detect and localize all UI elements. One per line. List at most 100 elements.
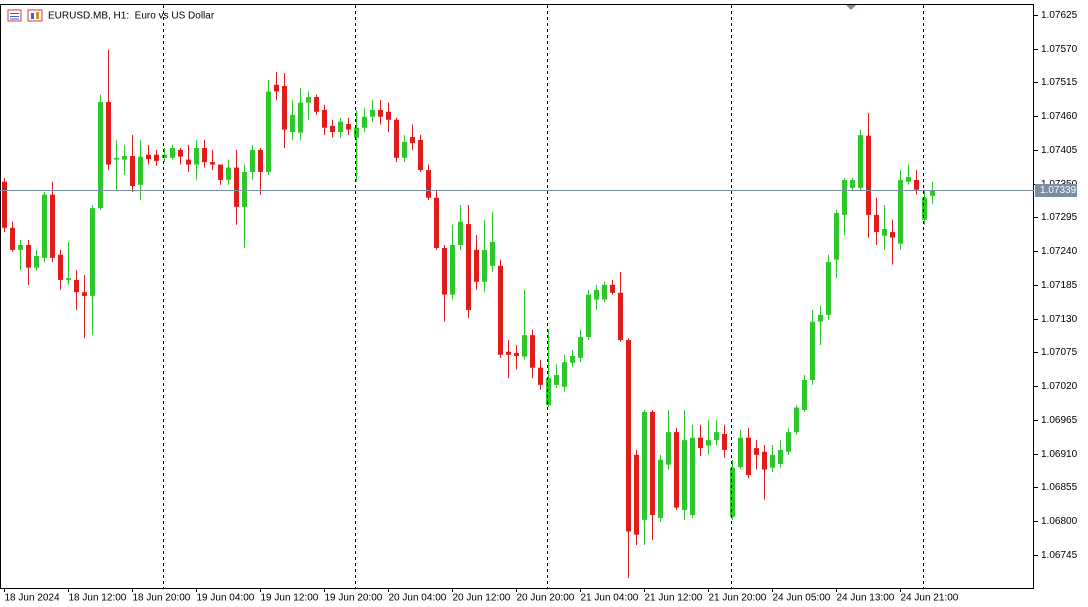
candle-body xyxy=(634,454,639,535)
candle-body xyxy=(34,255,39,268)
candle-body xyxy=(618,292,623,341)
candle-body xyxy=(594,289,599,300)
candle-body xyxy=(234,167,239,207)
candle-body xyxy=(706,440,711,446)
candle-body xyxy=(26,244,31,268)
title-icons xyxy=(7,9,43,22)
x-tick-label: 21 Jun 12:00 xyxy=(645,593,703,604)
candle-body xyxy=(914,179,919,190)
candle-body xyxy=(890,232,895,238)
candle-body xyxy=(794,407,799,433)
x-tick-label: 19 Jun 12:00 xyxy=(261,593,319,604)
candle-body xyxy=(658,459,663,519)
candle-body xyxy=(466,224,471,311)
y-tick-label: 1.06910 xyxy=(1041,449,1078,460)
candle-body xyxy=(410,136,415,144)
candle-body xyxy=(874,214,879,233)
candle-body xyxy=(530,335,535,368)
candle-body xyxy=(746,437,751,476)
x-tick-label: 19 Jun 04:00 xyxy=(197,593,255,604)
candle-body xyxy=(538,367,543,385)
candle-body xyxy=(642,411,647,520)
icon-bar xyxy=(36,12,39,19)
icon-chart xyxy=(27,9,43,22)
candle-body xyxy=(154,154,159,161)
candles-layer xyxy=(2,49,935,579)
candle-body xyxy=(418,140,423,171)
candle-body xyxy=(474,249,479,282)
candle-body xyxy=(442,248,447,295)
y-tick-label: 1.07075 xyxy=(1041,347,1078,358)
candle-body xyxy=(386,111,391,120)
candle-body xyxy=(522,335,527,357)
candle-body xyxy=(282,86,287,130)
candle-body xyxy=(810,321,815,380)
candle-body xyxy=(354,127,359,138)
current-price-box xyxy=(1035,184,1077,197)
candle-body xyxy=(346,124,351,130)
candle-body xyxy=(458,221,463,245)
candle-body xyxy=(74,279,79,293)
x-tick-label: 18 Jun 20:00 xyxy=(133,593,191,604)
y-tick-label: 1.07625 xyxy=(1041,10,1078,21)
x-tick-label: 19 Jun 20:00 xyxy=(325,593,383,604)
candle-body xyxy=(714,432,719,441)
candle-body xyxy=(786,432,791,452)
candle-body xyxy=(866,135,871,215)
candle-body xyxy=(362,116,367,128)
candle-body xyxy=(842,179,847,215)
candle-body xyxy=(170,147,175,158)
candle-body xyxy=(130,155,135,187)
candle-body xyxy=(802,379,807,411)
candle-body xyxy=(490,241,495,266)
candle-body xyxy=(178,149,183,157)
x-tick-label: 18 Jun 12:00 xyxy=(69,593,127,604)
candle-body xyxy=(738,437,743,468)
y-tick-label: 1.07570 xyxy=(1041,44,1078,55)
candle-body xyxy=(394,119,399,158)
candle-body xyxy=(922,197,927,220)
candle-body xyxy=(122,155,127,160)
candle-body xyxy=(82,292,87,296)
candle-body xyxy=(722,433,727,450)
current-price-label: 1.07339 xyxy=(1040,185,1077,196)
candle-body xyxy=(586,294,591,338)
x-tick-label: 20 Jun 04:00 xyxy=(389,593,447,604)
chart-title: EURUSD.MB, H1: Euro vs US Dollar xyxy=(48,11,215,22)
candle-body xyxy=(186,159,191,165)
candle-body xyxy=(138,156,143,185)
y-tick-label: 1.07240 xyxy=(1041,246,1078,257)
shift-marker xyxy=(846,5,856,10)
candle-body xyxy=(194,147,199,165)
candle-body xyxy=(666,432,671,465)
candle-body xyxy=(426,170,431,198)
icon-list xyxy=(7,9,22,22)
candle-body xyxy=(58,254,63,280)
candle-body xyxy=(498,265,503,355)
candle-body xyxy=(858,135,863,188)
y-tick-label: 1.06855 xyxy=(1041,482,1078,493)
x-tick-label: 20 Jun 20:00 xyxy=(517,593,575,604)
candle-body xyxy=(314,97,319,112)
candle-body xyxy=(450,244,455,295)
candle-body xyxy=(306,97,311,103)
candle-body xyxy=(210,162,215,165)
candle-body xyxy=(298,102,303,133)
y-tick-label: 1.07515 xyxy=(1041,77,1078,88)
candle-body xyxy=(98,101,103,209)
y-tick-label: 1.06800 xyxy=(1041,516,1078,527)
candle-body xyxy=(114,157,119,160)
candle-body xyxy=(370,109,375,117)
candle-body xyxy=(338,121,343,133)
candle-body xyxy=(554,375,559,385)
candle-body xyxy=(674,432,679,508)
x-tick-label: 18 Jun 2024 xyxy=(5,593,60,604)
candle-body xyxy=(146,154,151,160)
candle-body xyxy=(10,227,15,250)
candle-body xyxy=(378,109,383,117)
candle-body xyxy=(290,114,295,133)
candle-body xyxy=(834,213,839,260)
candle-body xyxy=(50,194,55,258)
y-tick-label: 1.07405 xyxy=(1041,145,1078,156)
